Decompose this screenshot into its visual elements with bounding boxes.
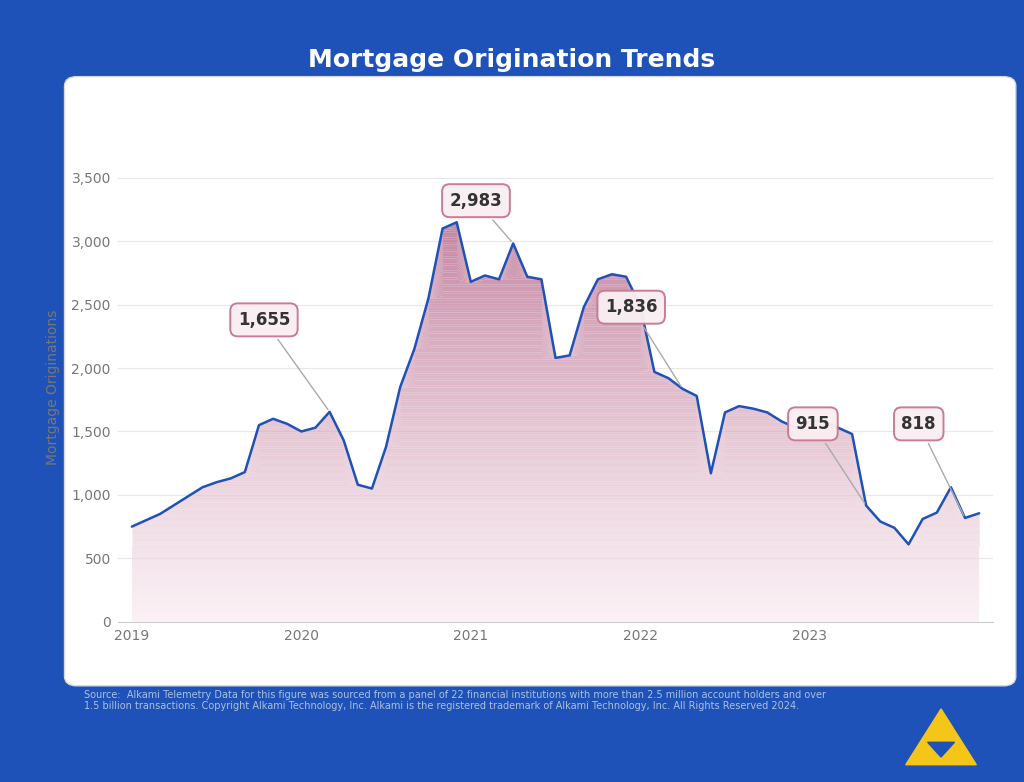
- Text: 915: 915: [796, 415, 864, 504]
- Text: 2,983: 2,983: [450, 192, 511, 242]
- Text: Mortgage Origination Trends: Mortgage Origination Trends: [308, 48, 716, 72]
- Polygon shape: [906, 709, 976, 765]
- Y-axis label: Mortgage Originations: Mortgage Originations: [46, 310, 60, 465]
- Text: 1,836: 1,836: [605, 298, 681, 386]
- Text: Source:  Alkami Telemetry Data for this figure was sourced from a panel of 22 fi: Source: Alkami Telemetry Data for this f…: [84, 690, 826, 712]
- Text: 1,655: 1,655: [238, 311, 328, 410]
- Polygon shape: [928, 742, 954, 757]
- Text: 818: 818: [901, 415, 964, 515]
